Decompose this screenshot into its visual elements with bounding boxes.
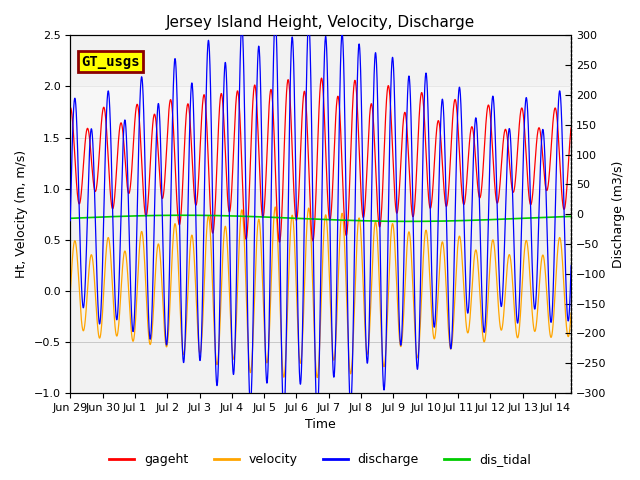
Legend: gageht, velocity, discharge, dis_tidal: gageht, velocity, discharge, dis_tidal [104,448,536,471]
Y-axis label: Ht, Velocity (m, m/s): Ht, Velocity (m, m/s) [15,150,28,278]
Title: Jersey Island Height, Velocity, Discharge: Jersey Island Height, Velocity, Discharg… [166,15,476,30]
X-axis label: Time: Time [305,419,336,432]
Text: GT_usgs: GT_usgs [81,55,140,69]
Y-axis label: Discharge (m3/s): Discharge (m3/s) [612,160,625,268]
Bar [70,86,571,189]
